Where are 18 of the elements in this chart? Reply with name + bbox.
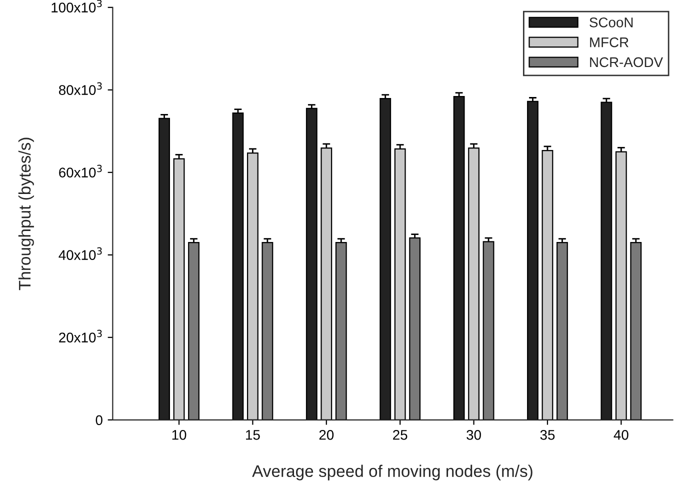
x-tick-label: 30: [466, 430, 481, 440]
x-tick-label: 35: [540, 430, 555, 440]
x-tick-label: 25: [393, 430, 408, 440]
y-axis-title: Throughput (bytes/s): [18, 138, 34, 290]
y-tick-label: 80x10$^{3}$: [58, 82, 102, 95]
y-tick-label: 0: [96, 415, 102, 426]
y-tick-label: 60x10$^{3}$: [59, 164, 102, 178]
x-axis-title: Average speed of moving nodes (m/s): [252, 464, 532, 480]
legend-label: MFCR: [590, 37, 628, 48]
y-tick-label: 20x10$^{3}$: [59, 330, 102, 342]
y-tick-label: 40x10$^{3}$: [58, 247, 102, 260]
y-tick-label: 100x10$^{3}$: [52, 0, 102, 12]
x-tick-label: 10: [172, 430, 186, 440]
x-tick-label: 20: [319, 430, 334, 440]
legend-label: NCR-AODV: [590, 57, 663, 68]
x-tick-label: 40: [614, 430, 628, 440]
legend-label: SCooN: [590, 18, 633, 28]
x-tick-label: 15: [246, 430, 260, 440]
